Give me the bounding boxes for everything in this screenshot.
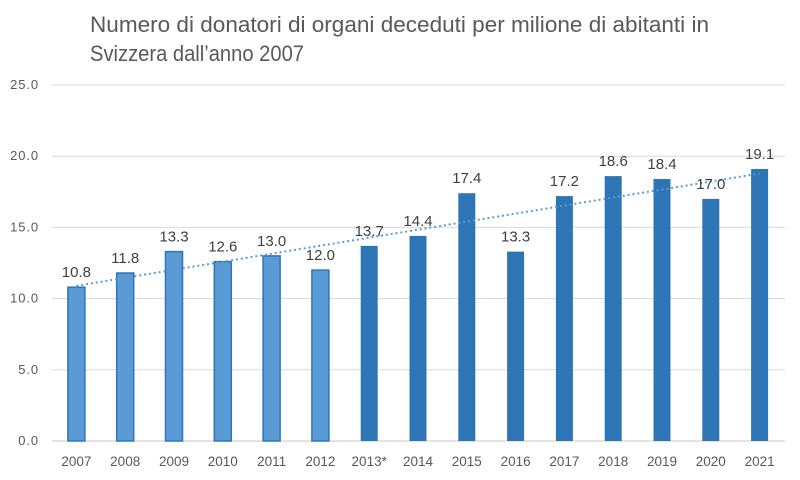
svg-text:5.0: 5.0	[18, 362, 39, 377]
svg-text:15.0: 15.0	[10, 219, 39, 234]
svg-text:10.0: 10.0	[10, 291, 39, 306]
svg-text:Numero di donatori di organi d: Numero di donatori di organi deceduti pe…	[90, 12, 709, 37]
svg-text:17.2: 17.2	[550, 173, 579, 190]
svg-text:17.0: 17.0	[696, 176, 725, 193]
svg-text:18.4: 18.4	[647, 156, 676, 173]
svg-text:20.0: 20.0	[10, 148, 39, 163]
svg-text:25.0: 25.0	[10, 77, 39, 92]
svg-text:Svizzera dall’anno 2007: Svizzera dall’anno 2007	[90, 41, 304, 66]
svg-text:18.6: 18.6	[599, 153, 628, 170]
svg-text:2013*: 2013*	[352, 454, 388, 469]
svg-text:11.8: 11.8	[111, 250, 139, 267]
svg-text:14.4: 14.4	[403, 213, 432, 230]
svg-text:10.8: 10.8	[62, 264, 91, 281]
svg-text:2007: 2007	[61, 454, 91, 469]
svg-text:12.6: 12.6	[208, 239, 237, 256]
svg-text:2010: 2010	[208, 454, 238, 469]
svg-text:13.3: 13.3	[501, 229, 530, 246]
svg-text:17.4: 17.4	[452, 170, 481, 187]
svg-text:13.3: 13.3	[159, 229, 188, 246]
svg-text:19.1: 19.1	[745, 146, 774, 163]
svg-text:2016: 2016	[501, 454, 531, 469]
svg-text:2019: 2019	[647, 454, 677, 469]
svg-text:2018: 2018	[598, 454, 628, 469]
svg-text:12.0: 12.0	[306, 247, 335, 264]
svg-text:2009: 2009	[159, 454, 189, 469]
svg-text:2012: 2012	[305, 454, 335, 469]
svg-text:0.0: 0.0	[18, 433, 39, 448]
svg-text:2015: 2015	[452, 454, 482, 469]
svg-text:2008: 2008	[110, 454, 140, 469]
svg-text:2021: 2021	[745, 454, 775, 469]
svg-text:2014: 2014	[403, 454, 434, 469]
svg-text:2020: 2020	[696, 454, 726, 469]
svg-text:13.7: 13.7	[355, 223, 384, 240]
svg-text:2011: 2011	[257, 454, 286, 469]
svg-text:13.0: 13.0	[257, 233, 286, 250]
svg-text:2017: 2017	[549, 454, 579, 469]
